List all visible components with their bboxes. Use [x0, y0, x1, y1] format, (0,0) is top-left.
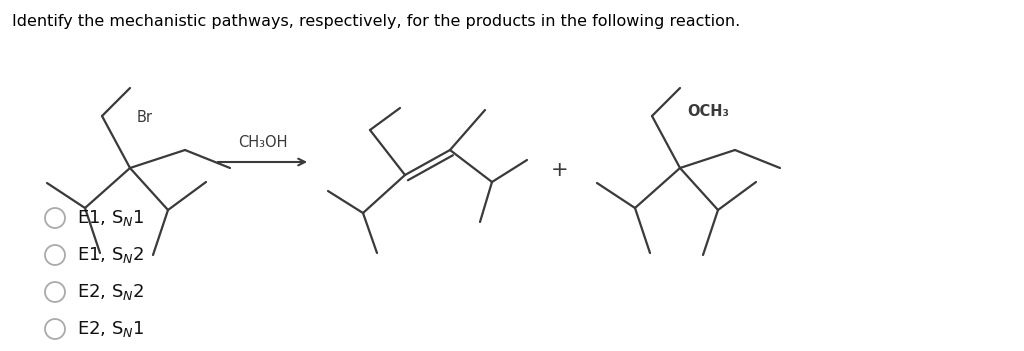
Text: CH₃OH: CH₃OH — [238, 135, 288, 150]
Text: E2, S$_N$1: E2, S$_N$1 — [77, 319, 144, 339]
Text: Identify the mechanistic pathways, respectively, for the products in the followi: Identify the mechanistic pathways, respe… — [12, 14, 740, 29]
Text: E1, S$_N$1: E1, S$_N$1 — [77, 208, 144, 228]
Text: E1, S$_N$2: E1, S$_N$2 — [77, 245, 144, 265]
Text: +: + — [551, 160, 568, 180]
Text: OCH₃: OCH₃ — [687, 105, 729, 119]
Text: Br: Br — [137, 111, 153, 126]
Text: E2, S$_N$2: E2, S$_N$2 — [77, 282, 144, 302]
